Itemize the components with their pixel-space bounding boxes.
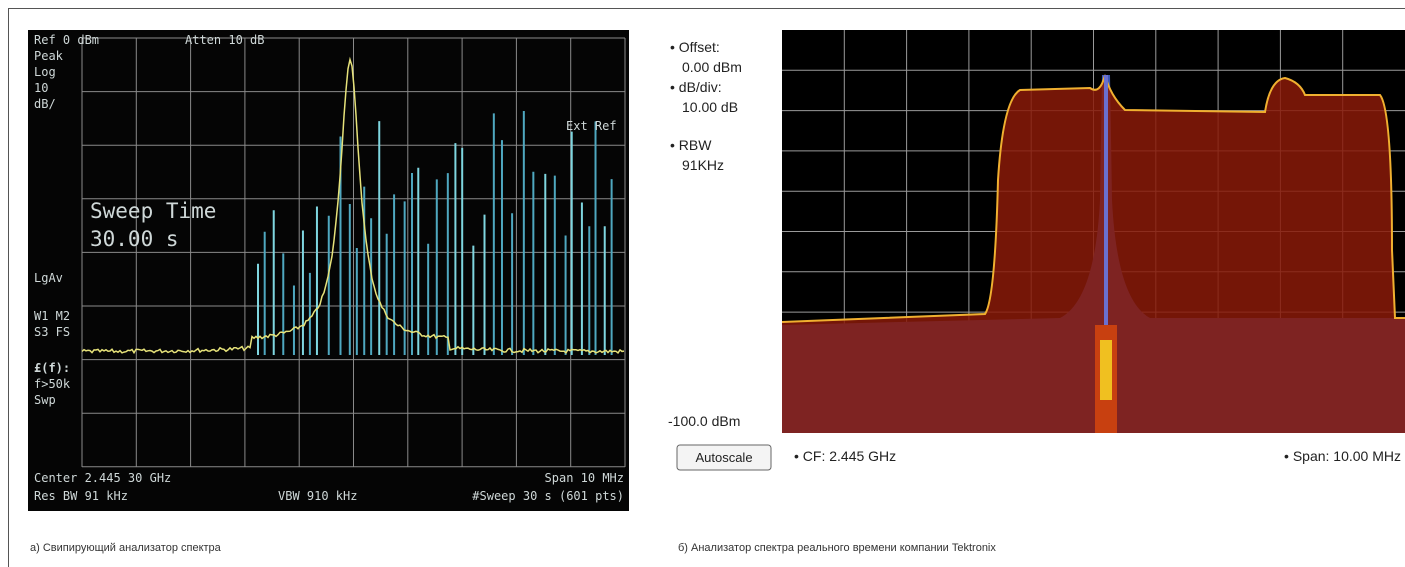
rt-labels: • Offset: 0.00 dBm • dB/div: 10.00 dB • … xyxy=(668,39,1401,471)
label: -100.0 dBm xyxy=(668,413,740,429)
label: Span 10 MHz xyxy=(545,471,624,485)
label: f>50k xyxy=(34,377,71,391)
label: Atten 10 dB xyxy=(185,33,264,47)
label: 0.00 dBm xyxy=(682,59,742,75)
sweep-spurs xyxy=(257,110,613,355)
label: dB/ xyxy=(34,97,56,111)
label: Peak xyxy=(34,49,64,63)
label: VBW 910 kHz xyxy=(278,489,357,503)
rt-trace xyxy=(781,74,1405,323)
label: • Offset: xyxy=(670,39,720,55)
caption: а) Свипирующий анализатор спектра xyxy=(30,542,222,554)
label: Log xyxy=(34,65,56,79)
rt-density xyxy=(782,75,1405,433)
label: 10 xyxy=(34,81,48,95)
caption: б) Анализатор спектра реального времени … xyxy=(678,542,996,554)
label: • RBW xyxy=(670,137,712,153)
sweep-labels: Ref 0 dBm Atten 10 dB Peak Log 10 dB/ Lg… xyxy=(34,33,624,503)
label: 10.00 dB xyxy=(682,99,738,115)
frame xyxy=(8,8,1405,567)
label: #Sweep 30 s (601 pts) xyxy=(472,489,624,503)
overlay: 30.00 s xyxy=(90,227,179,251)
rt-center-hot xyxy=(1100,340,1112,400)
label: 91KHz xyxy=(682,157,724,173)
label: Swp xyxy=(34,393,56,407)
label: LgAv xyxy=(34,271,63,285)
overlay: Sweep Time xyxy=(90,199,216,223)
label: • Span: 10.00 MHz xyxy=(1284,448,1401,464)
label: • dB/div: xyxy=(670,79,722,95)
label: W1 M2 xyxy=(34,309,70,323)
label: Center 2.445 30 GHz xyxy=(34,471,171,485)
label: Res BW 91 kHz xyxy=(34,489,128,503)
label: Ext Ref xyxy=(566,119,617,133)
autoscale-button[interactable] xyxy=(676,444,772,471)
button-label[interactable]: Autoscale xyxy=(695,450,752,465)
label: Ref 0 dBm xyxy=(34,33,99,47)
label: • CF: 2.445 GHz xyxy=(794,448,896,464)
sweep-trace xyxy=(81,56,625,355)
label: S3 FS xyxy=(34,325,70,339)
label: £(f): xyxy=(34,361,70,375)
